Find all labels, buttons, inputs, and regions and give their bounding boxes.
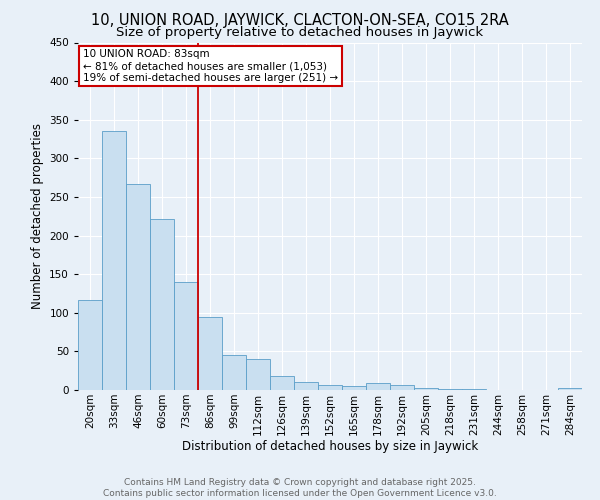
Text: 10, UNION ROAD, JAYWICK, CLACTON-ON-SEA, CO15 2RA: 10, UNION ROAD, JAYWICK, CLACTON-ON-SEA,… [91, 12, 509, 28]
Bar [342, 386, 366, 390]
Bar [174, 282, 198, 390]
Bar [102, 130, 126, 390]
X-axis label: Distribution of detached houses by size in Jaywick: Distribution of detached houses by size … [182, 440, 478, 454]
Text: Size of property relative to detached houses in Jaywick: Size of property relative to detached ho… [116, 26, 484, 39]
Bar [390, 386, 414, 390]
Bar [78, 300, 102, 390]
Bar [270, 376, 294, 390]
Bar [366, 383, 390, 390]
Bar [126, 184, 150, 390]
Text: 10 UNION ROAD: 83sqm
← 81% of detached houses are smaller (1,053)
19% of semi-de: 10 UNION ROAD: 83sqm ← 81% of detached h… [83, 50, 338, 82]
Bar [318, 386, 342, 390]
Bar [150, 218, 174, 390]
Bar [414, 388, 438, 390]
Text: Contains HM Land Registry data © Crown copyright and database right 2025.
Contai: Contains HM Land Registry data © Crown c… [103, 478, 497, 498]
Bar [462, 389, 486, 390]
Bar [246, 359, 270, 390]
Bar [558, 388, 582, 390]
Y-axis label: Number of detached properties: Number of detached properties [31, 123, 44, 309]
Bar [438, 389, 462, 390]
Bar [222, 355, 246, 390]
Bar [294, 382, 318, 390]
Bar [198, 316, 222, 390]
